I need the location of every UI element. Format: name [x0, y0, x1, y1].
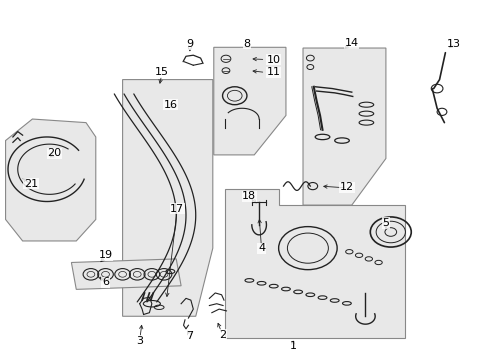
Text: 16: 16 [163, 100, 177, 110]
Polygon shape [303, 48, 385, 205]
Polygon shape [224, 189, 405, 338]
Polygon shape [122, 80, 212, 316]
Text: 13: 13 [446, 39, 460, 49]
Text: 9: 9 [186, 40, 193, 49]
Text: 18: 18 [242, 191, 256, 201]
Text: 1: 1 [289, 341, 296, 351]
Text: 17: 17 [170, 204, 184, 214]
Text: 2: 2 [219, 330, 225, 340]
Text: 15: 15 [154, 67, 168, 77]
Text: 8: 8 [243, 39, 250, 49]
Text: 20: 20 [47, 148, 61, 158]
Text: 3: 3 [136, 336, 143, 346]
Text: 21: 21 [24, 179, 38, 189]
Text: 6: 6 [102, 277, 109, 287]
Polygon shape [5, 119, 96, 241]
Text: 19: 19 [98, 250, 112, 260]
Polygon shape [213, 47, 285, 155]
Text: 7: 7 [186, 331, 193, 341]
Text: 11: 11 [266, 67, 280, 77]
Text: 10: 10 [266, 54, 280, 64]
Text: 5: 5 [382, 218, 388, 228]
Polygon shape [71, 259, 181, 289]
Text: 14: 14 [344, 38, 358, 48]
Text: 4: 4 [258, 243, 264, 253]
Text: 12: 12 [339, 182, 353, 192]
